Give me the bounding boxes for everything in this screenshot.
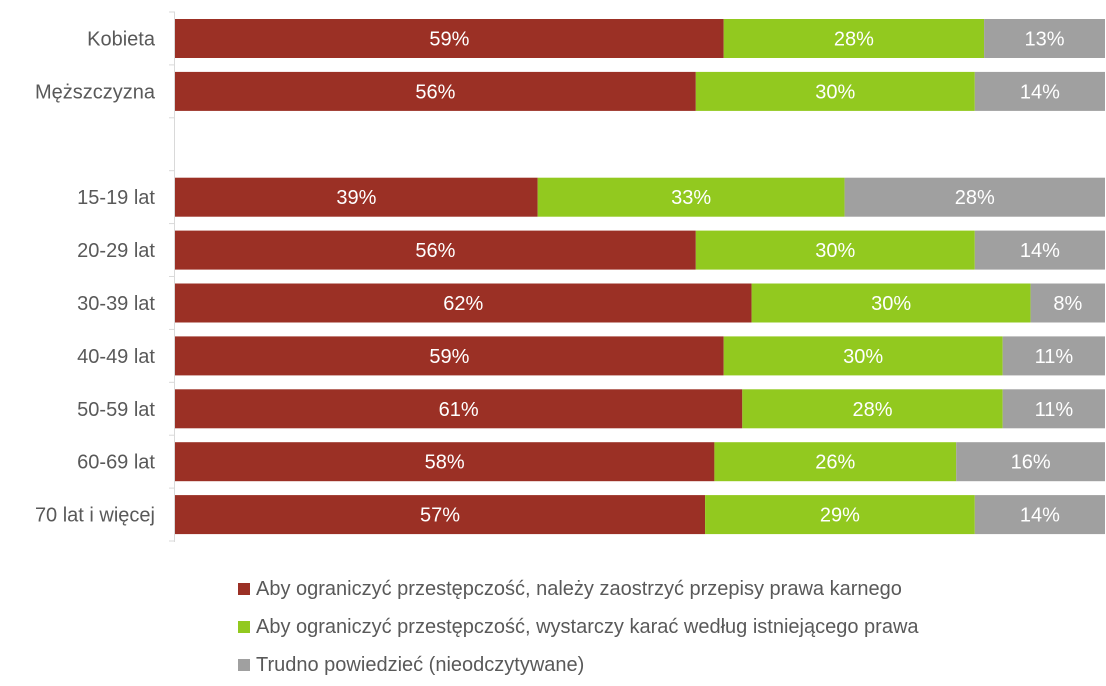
legend-item-2: Aby ograniczyć przestępczość, wystarczy … — [238, 610, 919, 644]
bar-segment — [175, 442, 715, 482]
bar-segment — [723, 19, 985, 58]
data-label: 59% — [429, 346, 469, 368]
bar-segment — [723, 336, 1003, 376]
bar-segment — [742, 389, 1003, 429]
bar-segment — [175, 389, 743, 429]
stacked-bar-chart: 59% 28% 13% 56% 30% 14% 39% 33% 28% 56% 30% 14% 62% 3… — [35, 11, 1105, 542]
data-label: 58% — [425, 452, 465, 474]
data-label: 11% — [1035, 399, 1074, 421]
bar-segment — [695, 71, 975, 111]
legend-swatch-3 — [238, 659, 250, 671]
data-label: 29% — [820, 505, 860, 527]
data-label: 30% — [815, 81, 855, 103]
category-label: Kobieta — [87, 29, 156, 51]
bar-segment — [974, 71, 1105, 111]
bar-segment — [175, 19, 724, 58]
data-label: 30% — [871, 293, 911, 315]
category-label: 50-59 lat — [77, 399, 155, 421]
legend-label-1: Aby ograniczyć przestępczość, należy zao… — [256, 577, 902, 600]
data-label: 28% — [852, 399, 892, 421]
category-label: 70 lat i więcej — [35, 505, 155, 527]
bar-segment — [1030, 283, 1105, 323]
data-label: 14% — [1020, 81, 1060, 103]
data-label: 61% — [439, 399, 479, 421]
legend-item-3: Trudno powiedzieć (nieodczytywane) — [238, 648, 919, 682]
bar-segment — [175, 336, 724, 376]
data-label: 14% — [1020, 505, 1060, 527]
data-label: 8% — [1053, 293, 1082, 315]
data-label: 26% — [815, 452, 855, 474]
bar-segment — [175, 495, 706, 535]
category-label: 20-29 lat — [77, 240, 155, 262]
category-axis-ticks — [169, 11, 175, 542]
data-label: 28% — [955, 187, 995, 209]
data-label: 16% — [1011, 452, 1051, 474]
category-labels: Kobieta Męższczyzna 15-19 lat 20-29 lat 30-3… — [35, 29, 156, 527]
data-label: 57% — [420, 505, 460, 527]
bar-segment — [714, 442, 957, 482]
legend-label-2: Aby ograniczyć przestępczość, wystarczy … — [256, 615, 919, 638]
bar-segment — [844, 177, 1105, 217]
data-label: 14% — [1020, 240, 1060, 262]
legend-label-3: Trudno powiedzieć (nieodczytywane) — [256, 653, 585, 676]
data-label: 59% — [429, 29, 469, 51]
bar-segment — [175, 230, 696, 270]
data-label: 28% — [834, 29, 874, 51]
data-label: 30% — [815, 240, 855, 262]
bar-segment — [984, 19, 1105, 58]
data-label: 56% — [415, 81, 455, 103]
category-label: 15-19 lat — [77, 187, 155, 209]
legend-swatch-2 — [238, 621, 250, 633]
data-label: 11% — [1035, 346, 1074, 368]
legend: Aby ograniczyć przestępczość, należy zao… — [238, 572, 919, 686]
bar-segment — [1002, 389, 1105, 429]
data-label: 33% — [671, 187, 711, 209]
bar-segment — [956, 442, 1105, 482]
category-label: 30-39 lat — [77, 293, 155, 315]
legend-item-1: Aby ograniczyć przestępczość, należy zao… — [238, 572, 919, 606]
data-label: 30% — [843, 346, 883, 368]
data-label: 39% — [336, 187, 376, 209]
bar-segment — [537, 177, 845, 217]
bar-segment — [175, 71, 696, 111]
legend-swatch-1 — [238, 583, 250, 595]
bar-segment — [974, 495, 1105, 535]
bar-segment — [1002, 336, 1105, 376]
data-label: 62% — [443, 293, 483, 315]
bars-group: 59% 28% 13% 56% 30% 14% 39% 33% 28% 56% 30% 14% 62% 3… — [175, 19, 1105, 535]
data-label: 13% — [1025, 29, 1065, 51]
category-label: 40-49 lat — [77, 346, 155, 368]
bar-segment — [695, 230, 975, 270]
bar-segment — [974, 230, 1105, 270]
data-label: 56% — [415, 240, 455, 262]
bar-segment — [705, 495, 975, 535]
category-label: Męższczyzna — [35, 81, 156, 103]
bar-segment — [175, 177, 538, 217]
bar-segment — [175, 283, 752, 323]
bar-segment — [751, 283, 1031, 323]
category-label: 60-69 lat — [77, 452, 155, 474]
